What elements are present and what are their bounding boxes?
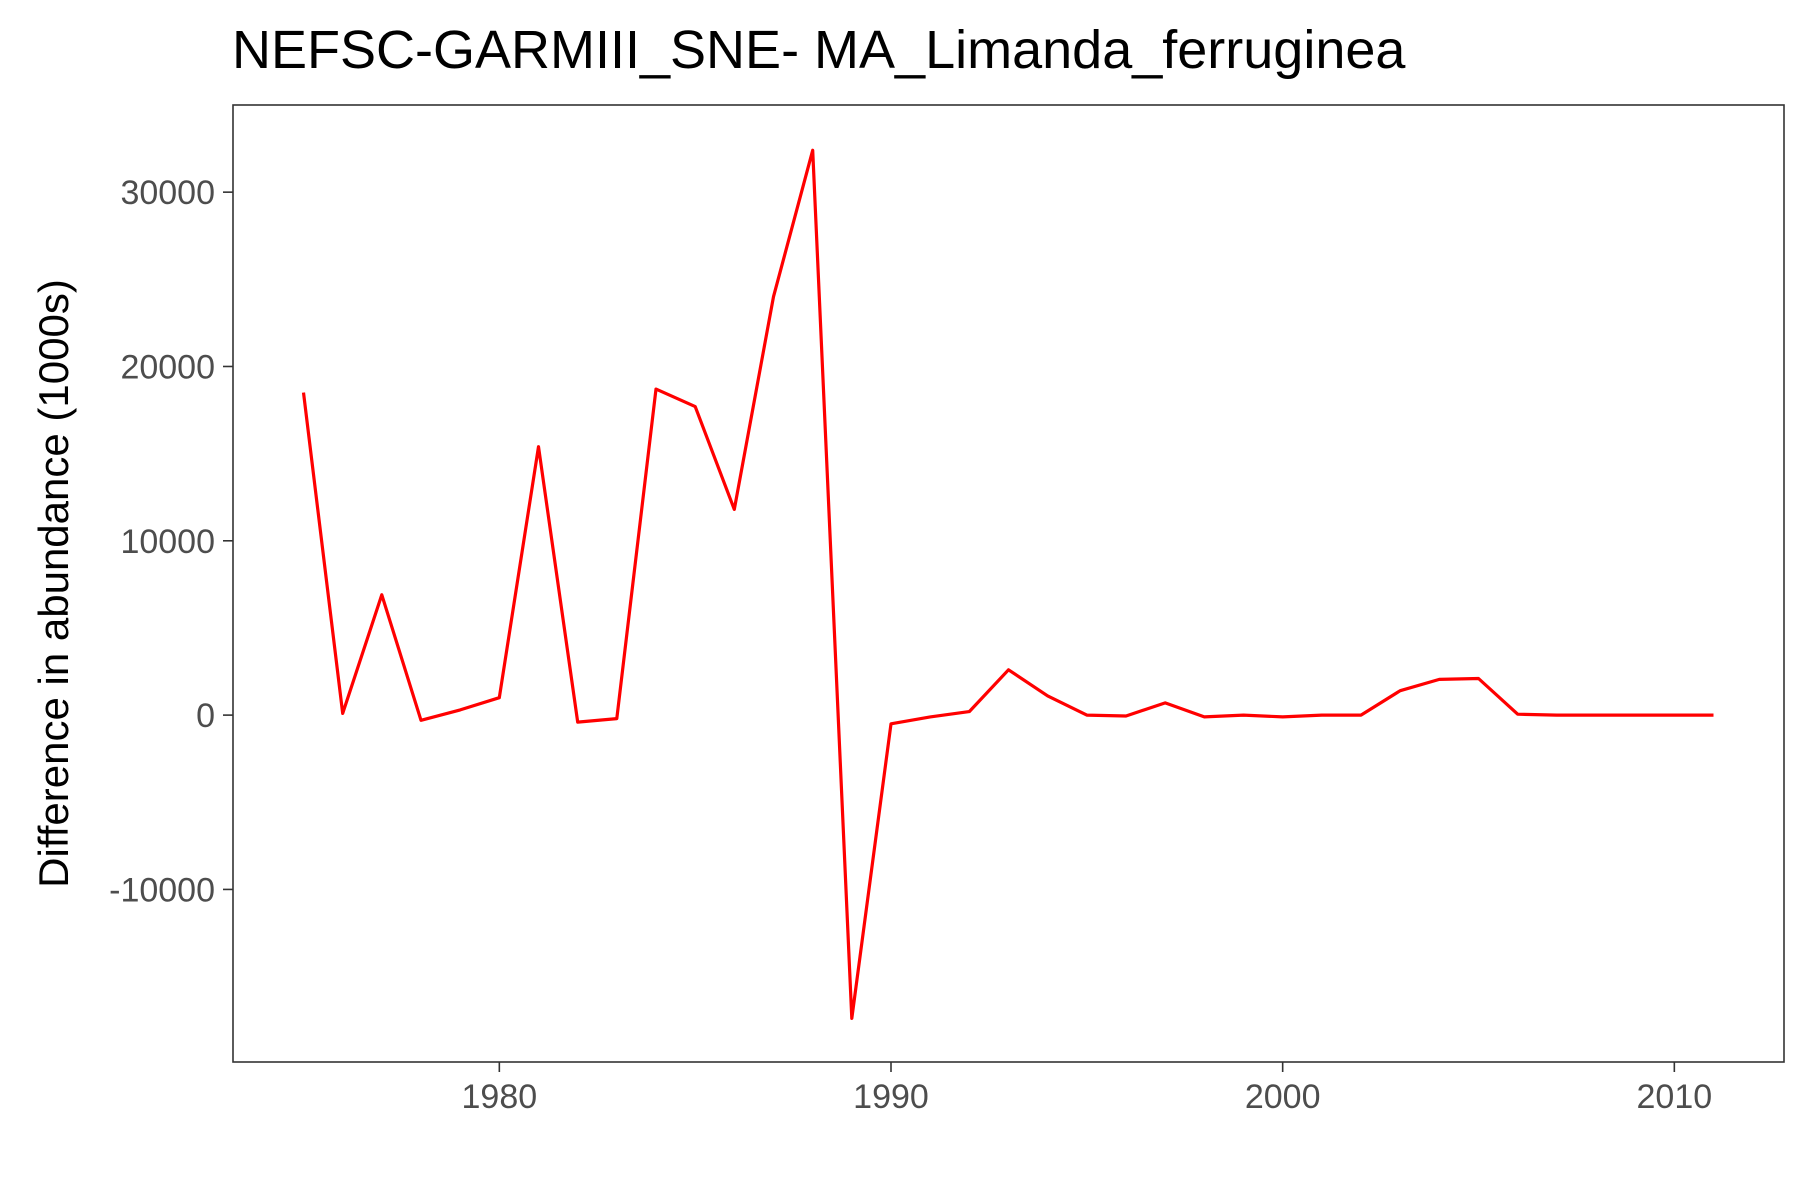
y-tick-label: 10000 xyxy=(120,523,215,561)
chart-title: NEFSC-GARMIII_SNE- MA_Limanda_ferruginea xyxy=(232,20,1406,80)
y-tick-label: 0 xyxy=(196,697,215,735)
series-line xyxy=(301,148,1714,1021)
series-layer xyxy=(301,148,1714,1021)
plot-panel xyxy=(232,104,1785,1063)
y-axis-title: Difference in abundance (1000s) xyxy=(30,279,77,888)
x-tick-label: 2000 xyxy=(1245,1078,1321,1116)
y-tick-label: -10000 xyxy=(109,871,215,909)
x-tick-label: 1990 xyxy=(853,1078,929,1116)
x-tick-label: 2010 xyxy=(1637,1078,1713,1116)
x-axis: 1980 1990 2000 2010 xyxy=(462,1062,1713,1116)
x-tick-label: 1980 xyxy=(462,1078,538,1116)
y-axis: -10000 0 10000 20000 30000 xyxy=(109,174,233,909)
y-tick-label: 30000 xyxy=(120,174,215,212)
plot-panel-border xyxy=(232,104,1785,1063)
y-tick-label: 20000 xyxy=(120,348,215,386)
